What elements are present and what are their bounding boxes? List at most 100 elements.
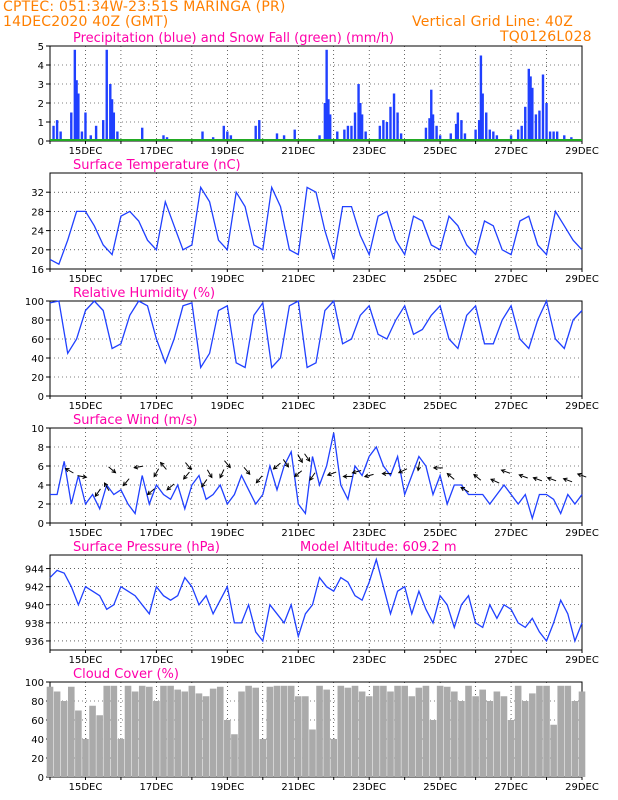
wind-arrow-head (432, 465, 438, 471)
cloud-bar (316, 685, 323, 777)
x-tick-label: 25DEC (423, 146, 457, 157)
precip-bar (52, 125, 55, 141)
y-tick-label: 4 (38, 61, 44, 72)
panel-title: Surface Wind (m/s) (73, 413, 197, 428)
wind-arrow (309, 472, 316, 481)
y-tick-label: 20 (31, 373, 44, 384)
panel-3: 0 2 4 6 8 10 15DEC 17DEC 19DEC 21DEC 23DEC 25DEC 27D… (31, 413, 599, 539)
precip-bar (541, 74, 545, 141)
precip-bar (75, 80, 78, 141)
precip-bar (392, 93, 396, 141)
cloud-bar (408, 696, 416, 777)
cloud-bar (153, 701, 160, 777)
precip-bar (222, 125, 225, 141)
y-tick-label: 942 (25, 583, 44, 594)
panel-frame (49, 172, 583, 270)
panel-frame (49, 554, 583, 651)
wind-arrow (417, 461, 421, 471)
precip-bar (105, 49, 108, 141)
x-tick-label: 15DEC (69, 274, 103, 285)
cloud-bar (443, 686, 451, 777)
precip-bar (488, 129, 491, 141)
x-tick-label: 25DEC (423, 528, 457, 539)
cloud-bar (273, 685, 281, 777)
precip-bar (474, 129, 477, 141)
y-tick-label: 60 (31, 335, 44, 346)
precip-bar (318, 135, 321, 141)
y-tick-label: 938 (25, 619, 44, 630)
cloud-bar (259, 739, 267, 777)
wind-arrow (243, 466, 251, 475)
x-tick-label: 15DEC (69, 528, 103, 539)
wind-arrow (273, 462, 281, 470)
precip-bar (385, 122, 389, 141)
wind-arrow (501, 469, 511, 474)
wind-arrow (460, 487, 470, 493)
cloud-bar (351, 685, 359, 777)
wind-arrow (533, 477, 543, 482)
wind-arrow-head (326, 471, 332, 477)
precip-bar (254, 125, 257, 141)
precip-bar (430, 89, 433, 141)
y-tick-label: 0 (38, 773, 44, 784)
x-tick-label: 29DEC (565, 782, 599, 793)
x-tick-label: 19DEC (210, 146, 244, 157)
cloud-bar (124, 685, 132, 777)
y-tick-label: 100 (25, 297, 44, 308)
cloud-bar (174, 689, 181, 777)
panel-4: 936 938 940 942 944 15DEC 17DEC 19DEC 21DEC 23DEC… (25, 540, 599, 666)
cloud-bar (493, 691, 501, 777)
cloud-bar (117, 739, 125, 777)
x-tick-label: 23DEC (352, 528, 386, 539)
panel-1: 16 20 24 28 32 15DEC 17DEC 19DEC 21DEC 23DEC 25DEC… (31, 158, 599, 285)
cloud-bar (571, 701, 579, 777)
x-tick-label: 27DEC (494, 782, 528, 793)
wind-arrow (327, 471, 337, 476)
precip-bar (479, 55, 483, 141)
precip-bar (548, 131, 552, 141)
precip-bar (350, 125, 353, 141)
y-tick-label: 60 (31, 716, 44, 727)
wind-arrow-head (245, 470, 251, 475)
x-tick-label: 15DEC (69, 401, 103, 412)
wind-arrow-head (146, 490, 152, 496)
precip-bar (534, 114, 538, 141)
wind-arrow (255, 475, 263, 484)
precip-bar (360, 114, 364, 141)
x-tick-label: 21DEC (281, 401, 315, 412)
wind-arrow-head (446, 472, 452, 478)
cloud-bar (188, 685, 196, 777)
wind-arrow-head (363, 473, 369, 479)
cloud-bar (294, 696, 302, 777)
precip-bar (336, 131, 339, 141)
header-grid-info: Vertical Grid Line: 40Z (412, 14, 574, 30)
precip-bar (399, 133, 403, 141)
x-tick-label: 29DEC (565, 146, 599, 157)
cloud-bar (202, 696, 210, 777)
wind-arrow (364, 473, 374, 478)
cloud-bar (224, 720, 231, 777)
precip-bar (454, 123, 458, 141)
y-tick-label: 20 (31, 246, 44, 257)
y-tick-label: 0 (38, 392, 44, 403)
cloud-bar (146, 686, 153, 777)
precip-bar (346, 125, 350, 141)
x-tick-label: 15DEC (69, 146, 103, 157)
panel-5: 0 20 40 60 80 100 15DEC 17DEC 19DEC 21DEC 23DEC 25D… (25, 667, 599, 793)
cloud-bar (160, 685, 167, 777)
cloud-bar (67, 686, 75, 777)
wind-arrow-head (272, 464, 278, 470)
cloud-bar (110, 685, 118, 777)
cloud-bar (302, 696, 309, 777)
precip-bar (449, 133, 452, 141)
cloud-bar (216, 686, 224, 777)
panel-title: Precipitation (blue) and Snow Fall (gree… (73, 31, 394, 46)
x-tick-label: 21DEC (281, 274, 315, 285)
cloud-bar (89, 705, 96, 777)
cloud-bar (429, 720, 437, 777)
wind-arrow (134, 465, 144, 469)
cloud-bar (323, 689, 330, 777)
cloud-bar (60, 701, 68, 777)
precip-bar (323, 103, 327, 141)
